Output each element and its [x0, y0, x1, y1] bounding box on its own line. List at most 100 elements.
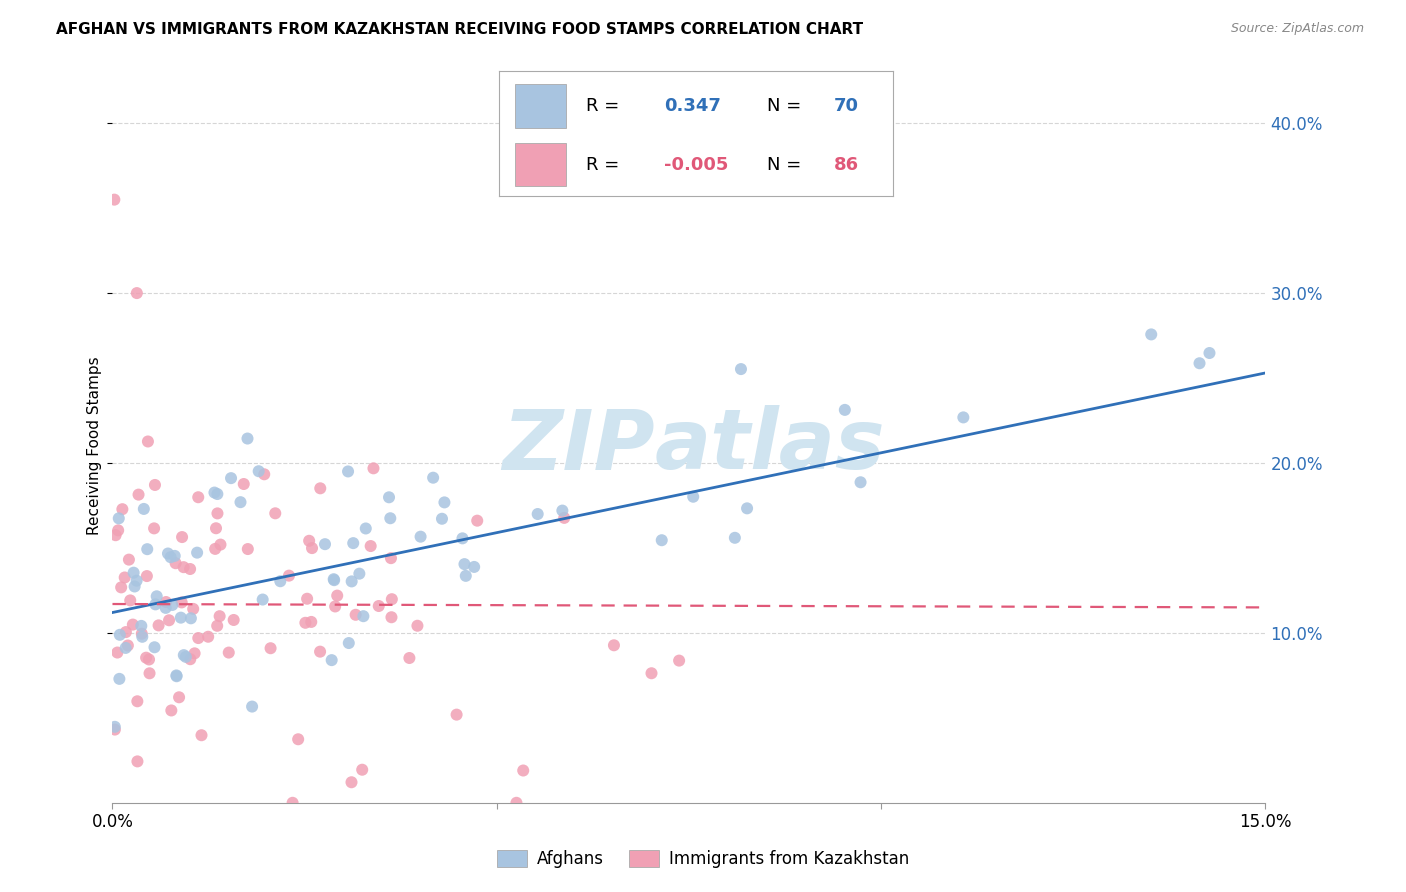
Point	[138, 652, 160, 666]
Point	[298, 533, 321, 548]
Point	[114, 570, 136, 584]
Point	[111, 502, 134, 516]
Point	[222, 613, 245, 627]
Point	[321, 653, 343, 667]
Text: -0.005: -0.005	[665, 156, 728, 174]
Point	[354, 521, 377, 535]
Point	[735, 501, 758, 516]
Point	[160, 703, 183, 717]
Point	[208, 609, 231, 624]
Point	[309, 481, 332, 495]
Point	[143, 478, 166, 492]
Point	[108, 628, 131, 642]
Point	[145, 589, 167, 603]
Point	[236, 432, 259, 446]
Point	[252, 592, 274, 607]
Point	[170, 610, 193, 624]
Text: AFGHAN VS IMMIGRANTS FROM KAZAKHSTAN RECEIVING FOOD STAMPS CORRELATION CHART: AFGHAN VS IMMIGRANTS FROM KAZAKHSTAN REC…	[56, 22, 863, 37]
Point	[190, 728, 212, 742]
Point	[363, 461, 385, 475]
Point	[104, 528, 127, 542]
Point	[125, 574, 148, 588]
Point	[204, 541, 226, 556]
Point	[360, 539, 382, 553]
Point	[682, 490, 704, 504]
Point	[136, 434, 159, 449]
Point	[526, 507, 548, 521]
Point	[603, 638, 626, 652]
Point	[108, 672, 131, 686]
Legend: Afghans, Immigrants from Kazakhstan: Afghans, Immigrants from Kazakhstan	[491, 843, 915, 875]
Point	[167, 690, 190, 705]
Point	[344, 607, 367, 622]
Point	[181, 602, 204, 616]
Point	[1188, 356, 1211, 370]
Point	[205, 521, 228, 535]
Point	[209, 538, 232, 552]
FancyBboxPatch shape	[515, 143, 567, 186]
Point	[145, 598, 167, 612]
Point	[121, 617, 143, 632]
Point	[173, 560, 195, 574]
Point	[218, 646, 240, 660]
Point	[1140, 327, 1163, 342]
Point	[163, 549, 186, 563]
Point	[264, 506, 287, 520]
Point	[138, 666, 160, 681]
Point	[207, 487, 229, 501]
Point	[110, 580, 132, 594]
Point	[294, 615, 316, 630]
Point	[505, 796, 527, 810]
Point	[155, 600, 177, 615]
Point	[406, 619, 429, 633]
Point	[155, 595, 177, 609]
Point	[342, 536, 364, 550]
Point	[253, 467, 276, 482]
Point	[131, 619, 153, 633]
Point	[105, 646, 128, 660]
Point	[340, 775, 363, 789]
Point	[162, 598, 184, 612]
Point	[166, 669, 188, 683]
Point	[131, 630, 153, 644]
Point	[422, 471, 444, 485]
Point	[205, 619, 228, 633]
Point	[229, 495, 252, 509]
Point	[269, 574, 291, 589]
Point	[337, 636, 360, 650]
Point	[730, 362, 752, 376]
Point	[107, 524, 129, 538]
Point	[117, 639, 139, 653]
Point	[174, 649, 197, 664]
Point	[247, 464, 270, 478]
Point	[115, 625, 138, 640]
Point	[380, 511, 402, 525]
Point	[114, 640, 136, 655]
Point	[340, 574, 363, 589]
Point	[398, 651, 420, 665]
Point	[409, 530, 432, 544]
Point	[104, 720, 127, 734]
Point	[453, 557, 475, 571]
Text: 0.347: 0.347	[665, 97, 721, 115]
Point	[295, 591, 318, 606]
Point	[128, 488, 150, 502]
Point	[236, 542, 259, 557]
Point	[207, 507, 229, 521]
Point	[326, 589, 349, 603]
Point	[127, 755, 149, 769]
Text: Source: ZipAtlas.com: Source: ZipAtlas.com	[1230, 22, 1364, 36]
Point	[380, 551, 402, 566]
Text: R =: R =	[586, 156, 619, 174]
Point	[143, 640, 166, 655]
Point	[337, 465, 360, 479]
Point	[179, 652, 201, 666]
Point	[446, 707, 468, 722]
Point	[180, 611, 202, 625]
Y-axis label: Receiving Food Stamps: Receiving Food Stamps	[87, 357, 101, 535]
Point	[136, 542, 159, 557]
Point	[204, 485, 226, 500]
Point	[352, 763, 374, 777]
Point	[157, 613, 180, 627]
Point	[165, 556, 187, 570]
